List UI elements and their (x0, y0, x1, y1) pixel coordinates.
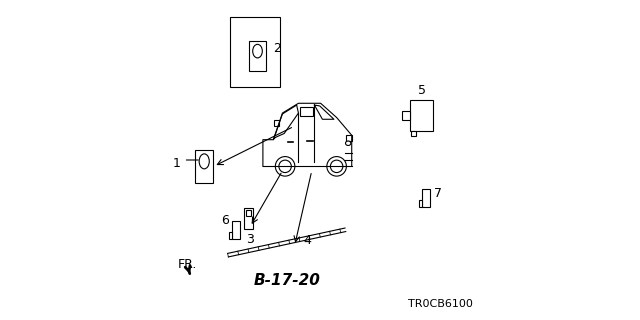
Bar (230, 17, 280, 87)
Bar (402, 111, 410, 120)
Bar (422, 189, 430, 207)
Bar (228, 232, 232, 238)
Text: 2: 2 (273, 42, 280, 55)
Bar (412, 132, 416, 136)
Ellipse shape (279, 160, 291, 172)
Bar (300, 107, 313, 116)
Text: 7: 7 (434, 187, 442, 200)
Bar (232, 221, 240, 238)
Text: 1: 1 (173, 157, 180, 170)
Ellipse shape (327, 156, 346, 176)
Ellipse shape (199, 154, 209, 169)
Bar (346, 135, 352, 140)
Text: B-17-20: B-17-20 (253, 273, 320, 288)
Ellipse shape (330, 160, 343, 172)
Ellipse shape (275, 156, 295, 176)
Bar (410, 100, 433, 132)
Ellipse shape (346, 141, 351, 146)
Text: FR.: FR. (177, 258, 196, 274)
Bar (244, 208, 253, 229)
Text: TR0CB6100: TR0CB6100 (408, 299, 473, 309)
Text: 4: 4 (303, 234, 311, 247)
Bar (419, 200, 422, 207)
Bar (249, 41, 266, 71)
Ellipse shape (253, 44, 262, 58)
Bar (195, 150, 213, 183)
Text: 5: 5 (417, 84, 426, 97)
Bar (273, 120, 279, 126)
Text: 3: 3 (246, 233, 254, 246)
Bar (246, 210, 252, 216)
Text: 6: 6 (221, 214, 228, 227)
